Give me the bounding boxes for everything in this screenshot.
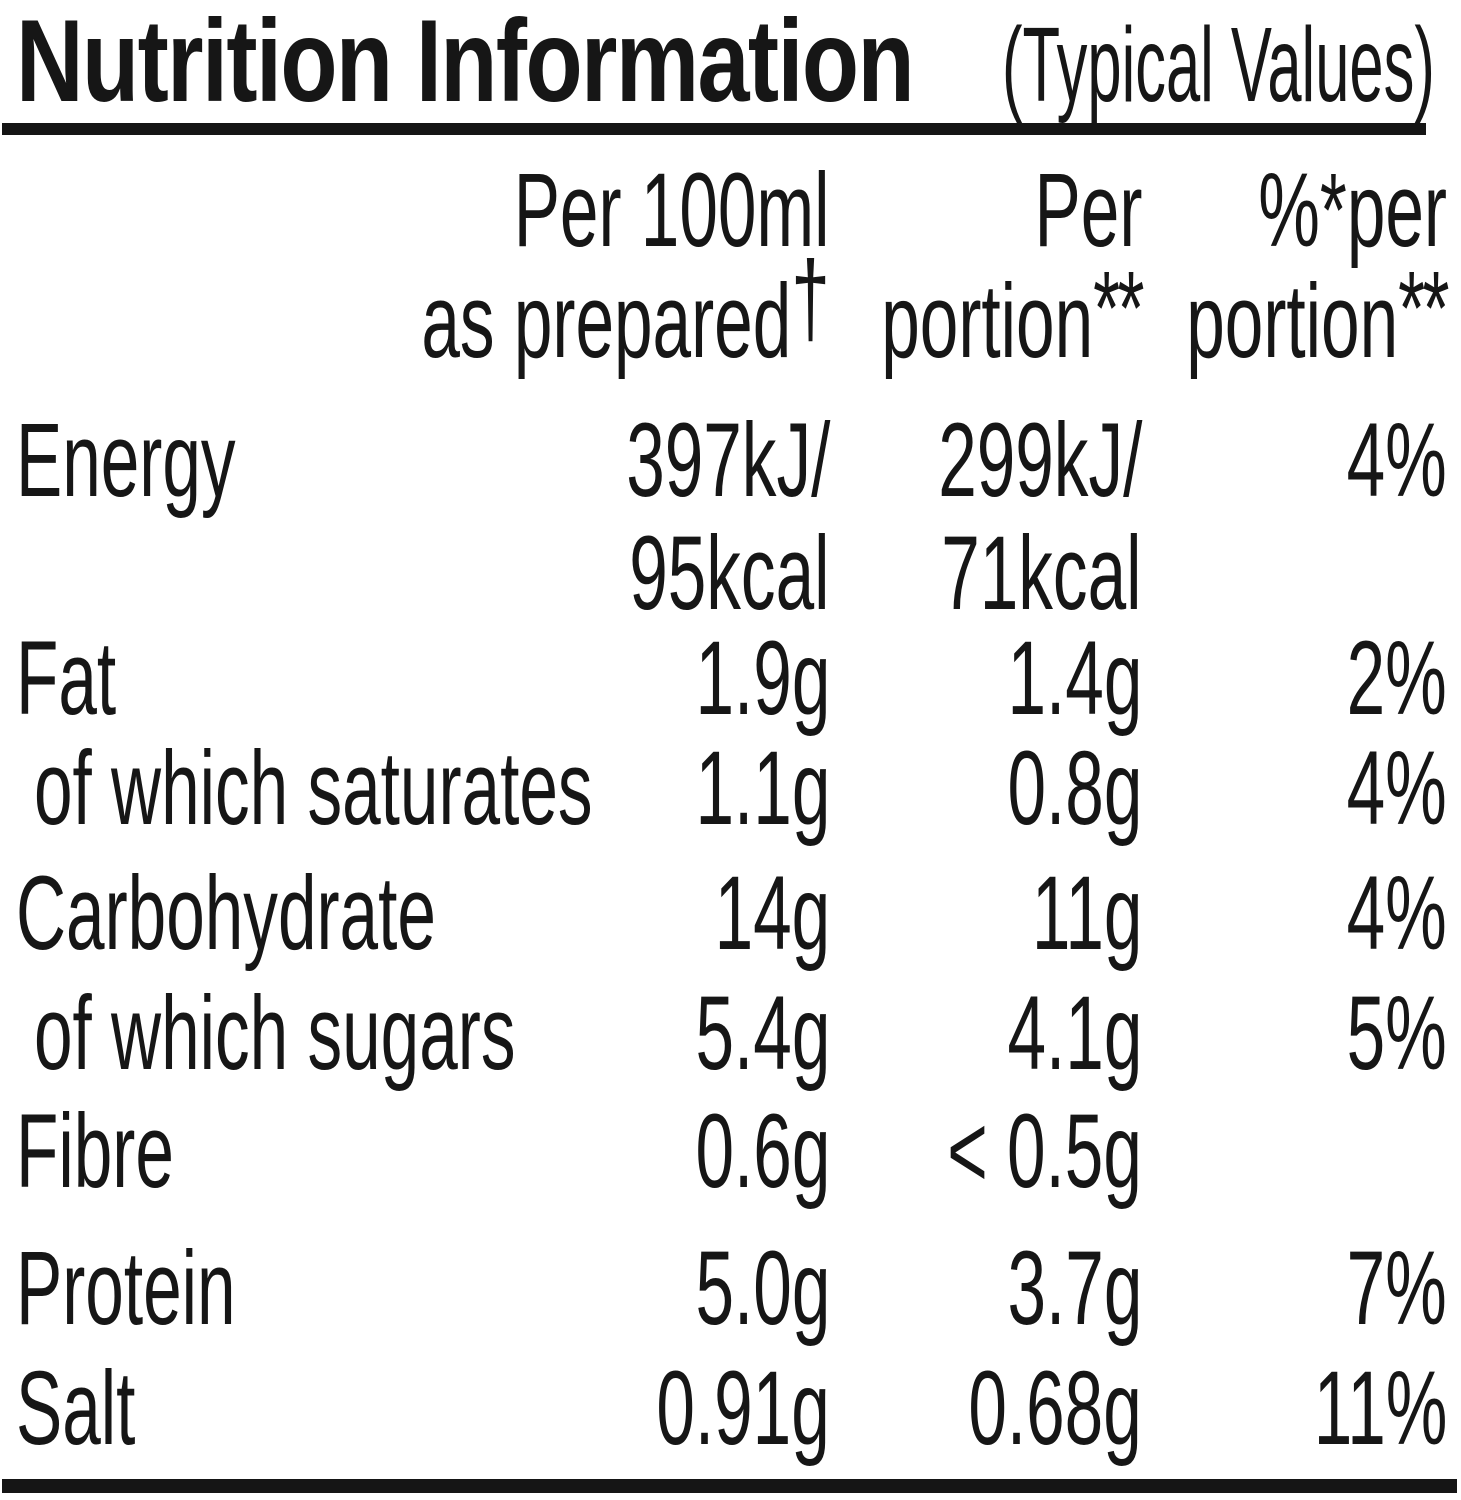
saturates-percent-per-portion: 4%	[1346, 730, 1447, 847]
fat-per-portion: 1.4g	[1007, 620, 1142, 737]
table-row: Salt 0.91g 0.68g 11%	[0, 1356, 1461, 1474]
saturates-per-portion: 0.8g	[1007, 730, 1142, 847]
energy-per-100ml-kj: 397kJ/	[625, 402, 830, 519]
table-row: 95kcal 71kcal	[0, 521, 1461, 639]
table-row: Fibre 0.6g < 0.5g	[0, 1099, 1461, 1217]
portion-text: portion	[1186, 263, 1399, 380]
table-row: Carbohydrate 14g 11g 4%	[0, 861, 1461, 979]
sugars-per-100ml: 5.4g	[695, 975, 830, 1092]
row-label-protein: Protein	[16, 1230, 236, 1347]
title-qualifier: (Typical Values)	[1002, 6, 1435, 124]
fibre-per-portion: < 0.5g	[947, 1093, 1142, 1210]
fibre-per-100ml: 0.6g	[695, 1093, 830, 1210]
salt-per-portion: 0.68g	[968, 1350, 1142, 1467]
page-title: Nutrition Information	[16, 0, 915, 126]
column-header-portion: portion**	[881, 256, 1144, 374]
fat-percent-per-portion: 2%	[1346, 620, 1447, 737]
energy-percent-per-portion: 4%	[1346, 402, 1447, 519]
fat-per-100ml: 1.9g	[695, 620, 830, 737]
sugars-per-portion: 4.1g	[1007, 975, 1142, 1092]
double-asterisk-footnote-mark: **	[1093, 250, 1144, 368]
protein-per-portion: 3.7g	[1007, 1230, 1142, 1347]
double-asterisk-footnote-mark: **	[1398, 250, 1449, 368]
salt-percent-per-portion: 11%	[1313, 1350, 1447, 1467]
divider-bottom	[2, 1479, 1457, 1493]
energy-per-portion-kj: 299kJ/	[937, 402, 1142, 519]
column-header-as-prepared: as prepared†	[422, 246, 830, 374]
row-label-sugars: of which sugars	[34, 975, 516, 1092]
table-row: Protein 5.0g 3.7g 7%	[0, 1236, 1461, 1354]
row-label-salt: Salt	[16, 1350, 136, 1467]
row-label-saturates: of which saturates	[34, 730, 593, 847]
carbohydrate-per-100ml: 14g	[714, 855, 830, 972]
table-row: Fat 1.9g 1.4g 2%	[0, 626, 1461, 744]
table-header-line-2: as prepared† portion** portion**	[0, 246, 1461, 387]
energy-per-portion-kcal: 71kcal	[941, 515, 1142, 632]
carbohydrate-per-portion: 11g	[1031, 855, 1142, 972]
row-label-fibre: Fibre	[16, 1093, 174, 1210]
table-row: of which saturates 1.1g 0.8g 4%	[0, 736, 1461, 854]
title-line: Nutrition Information (Typical Values)	[0, 2, 1461, 132]
column-header-percent-per-portion: %*per	[1258, 152, 1447, 269]
saturates-per-100ml: 1.1g	[695, 730, 830, 847]
row-label-fat: Fat	[16, 620, 117, 737]
protein-per-100ml: 5.0g	[695, 1230, 830, 1347]
column-header-per-100ml: Per 100ml	[514, 152, 830, 269]
divider-top	[2, 123, 1426, 135]
dagger-footnote-mark: †	[791, 239, 830, 357]
portion-text: portion	[881, 263, 1094, 380]
table-row: Energy 397kJ/ 299kJ/ 4%	[0, 408, 1461, 526]
column-header-portion-percent: portion**	[1186, 256, 1449, 374]
row-label-carbohydrate: Carbohydrate	[16, 855, 436, 972]
protein-percent-per-portion: 7%	[1346, 1230, 1447, 1347]
sugars-percent-per-portion: 5%	[1346, 975, 1447, 1092]
energy-per-100ml-kcal: 95kcal	[629, 515, 830, 632]
column-header-per-portion: Per	[1034, 152, 1142, 269]
table-header-line-1: Per 100ml Per %*per	[0, 158, 1461, 276]
table-row: of which sugars 5.4g 4.1g 5%	[0, 981, 1461, 1099]
row-label-energy: Energy	[16, 402, 236, 519]
salt-per-100ml: 0.91g	[656, 1350, 830, 1467]
carbohydrate-percent-per-portion: 4%	[1346, 855, 1447, 972]
as-prepared-text: as prepared	[421, 263, 792, 380]
